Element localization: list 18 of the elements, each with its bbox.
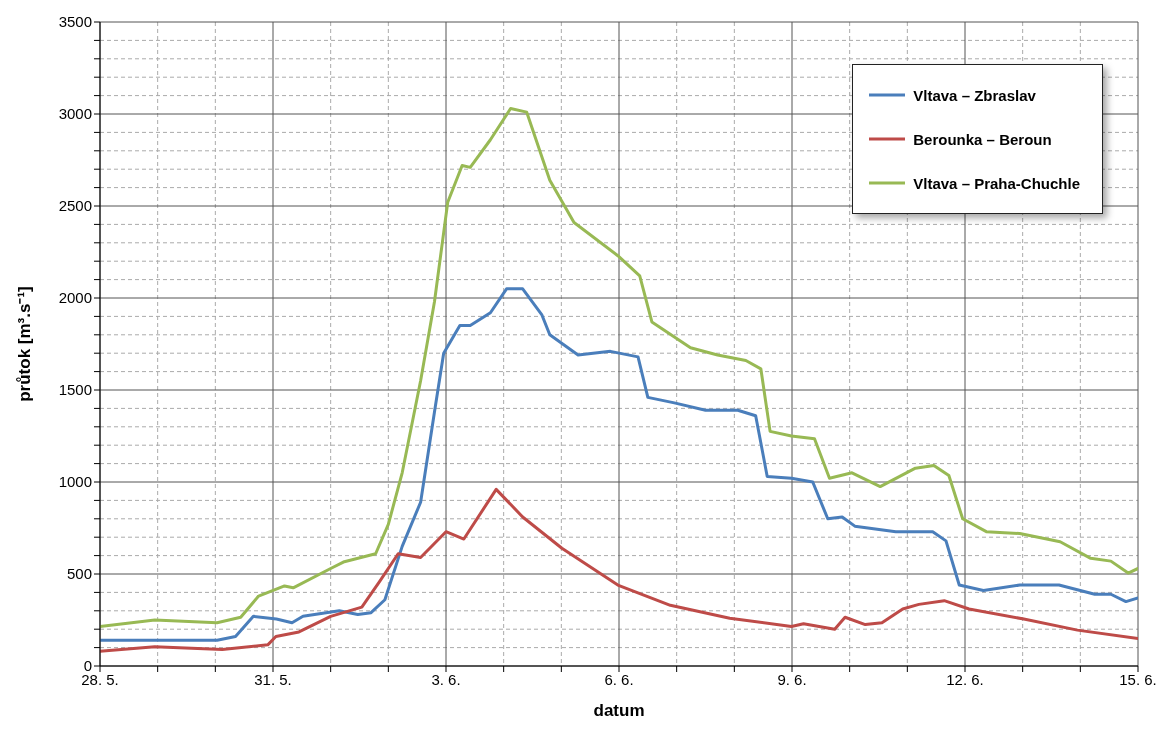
y-tick-label: 3500 — [58, 13, 92, 31]
x-tick-label: 12. 6. — [946, 670, 984, 688]
x-tick-label: 3. 6. — [431, 670, 461, 688]
x-tick-label: 31. 5. — [254, 670, 292, 688]
y-tick-label: 500 — [66, 565, 92, 583]
x-axis-title: datum — [593, 701, 645, 720]
y-tick-label: 2500 — [58, 197, 92, 215]
y-axis-title: průtok [m³.s⁻¹] — [15, 286, 35, 402]
legend-label: Vltava – Praha-Chuchle — [913, 174, 1080, 192]
legend-label: Vltava – Zbraslav — [913, 86, 1036, 104]
y-tick-label: 2000 — [58, 289, 92, 307]
x-tick-label: 6. 6. — [604, 670, 634, 688]
y-tick-label: 3000 — [58, 105, 92, 123]
x-tick-label: 15. 6. — [1119, 670, 1157, 688]
legend-label: Berounka – Beroun — [913, 130, 1052, 148]
x-tick-label: 9. 6. — [777, 670, 807, 688]
y-tick-label: 1500 — [58, 381, 92, 399]
y-tick-label: 1000 — [58, 473, 92, 491]
